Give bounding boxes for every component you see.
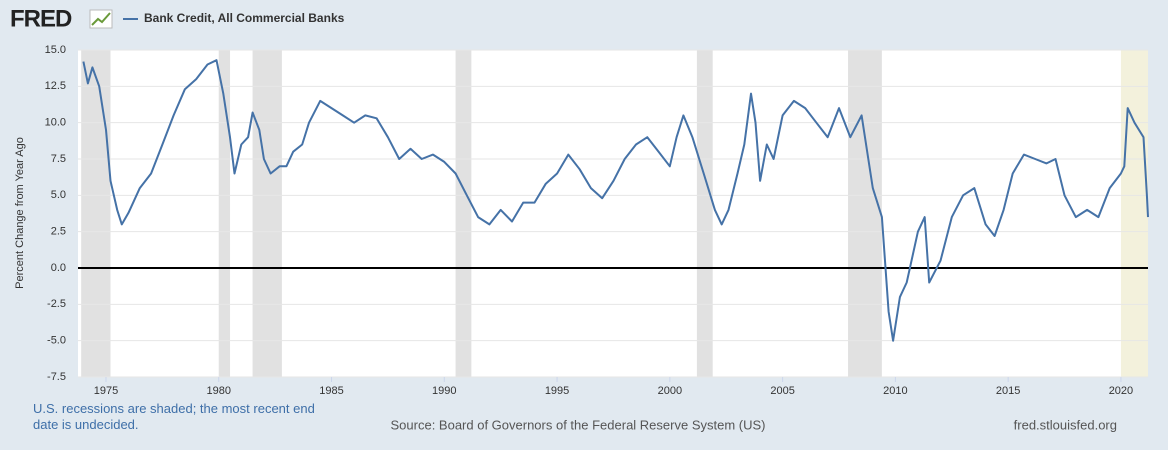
y-tick-label: -7.5 [47, 371, 66, 383]
x-tick-label: 2020 [1109, 385, 1133, 397]
x-tick-label: 2010 [883, 385, 907, 397]
recession-band [81, 50, 111, 377]
y-tick-label: -2.5 [47, 298, 66, 310]
site-link[interactable]: fred.stlouisfed.org [1014, 417, 1117, 432]
x-tick-label: 1980 [206, 385, 230, 397]
y-tick-label: -5.0 [47, 335, 66, 347]
recession-band [455, 50, 472, 377]
x-tick-label: 2005 [770, 385, 794, 397]
y-tick-label: 7.5 [51, 153, 66, 165]
y-tick-label: 15.0 [45, 44, 66, 56]
plot-area [78, 50, 1148, 377]
logo-icon [89, 9, 113, 29]
source: Source: Board of Governors of the Federa… [391, 417, 766, 432]
recession-band [1120, 50, 1148, 377]
legend-label: Bank Credit, All Commercial Banks [144, 11, 345, 25]
x-tick-label: 1975 [94, 385, 118, 397]
x-tick-label: 1995 [545, 385, 569, 397]
y-tick-label: 0.0 [51, 262, 66, 274]
x-tick-label: 2000 [658, 385, 682, 397]
series-line [82, 59, 1149, 342]
logo[interactable]: FRED [10, 5, 73, 32]
x-tick-label: 1990 [432, 385, 456, 397]
x-tick-label: 1985 [319, 385, 343, 397]
x-tick-label: 2015 [996, 385, 1020, 397]
y-tick-label: 5.0 [51, 189, 66, 201]
note: U.S. recessions are shaded; the most rec… [33, 401, 315, 432]
recession-band [218, 50, 231, 377]
y-tick-label: 2.5 [51, 226, 66, 238]
recession-band [252, 50, 282, 377]
recession-band [696, 50, 713, 377]
y-tick-label: 10.0 [45, 117, 66, 129]
y-tick-label: 12.5 [45, 80, 66, 92]
y-axis-label: Percent Change from Year Ago [14, 137, 26, 289]
recession-band [848, 50, 882, 377]
